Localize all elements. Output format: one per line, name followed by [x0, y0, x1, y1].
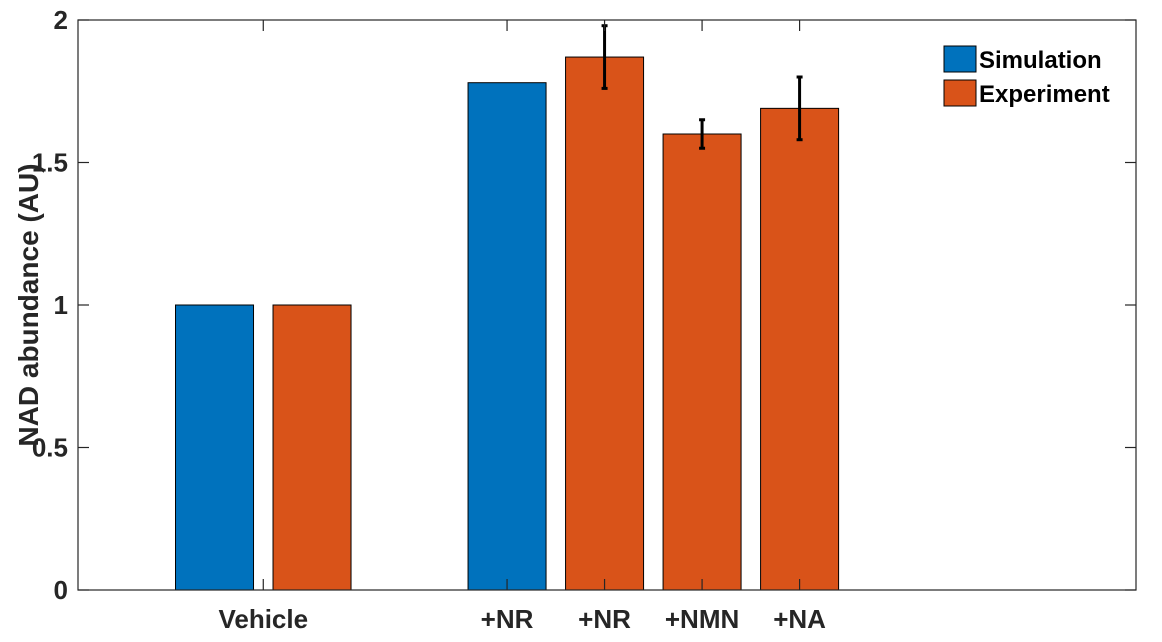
bar-nr-simulation — [467, 82, 547, 591]
bars-layer — [175, 56, 840, 591]
legend-swatch-experiment — [943, 79, 977, 107]
ticks-layer — [78, 19, 1136, 591]
legend-label-simulation: Simulation — [979, 47, 1102, 74]
bar-nmn-experiment — [662, 133, 742, 591]
y-tick-label-1-5: 1.5 — [32, 148, 68, 178]
x-tick-label-vehicle: Vehicle — [218, 604, 308, 634]
error-bars-layer — [601, 24, 803, 150]
y-tick-label-1: 1 — [54, 290, 68, 320]
error-bar-nmn — [699, 118, 706, 150]
y-axis-title: NAD abundance (AU) — [13, 163, 44, 446]
y-tick-label-0-5: 0.5 — [32, 433, 68, 463]
bar-vehicle-experiment — [272, 304, 352, 591]
x-tick-label-nr: +NR — [578, 604, 631, 634]
bar-vehicle-simulation — [175, 304, 255, 591]
legend-swatch-simulation — [943, 45, 977, 73]
bar-nr-experiment — [565, 56, 645, 591]
x-tick-label-nr: +NR — [481, 604, 534, 634]
error-bar-na — [796, 75, 803, 142]
bar-na-experiment — [760, 107, 840, 591]
legend-label-experiment: Experiment — [979, 81, 1110, 108]
y-tick-label-0: 0 — [54, 575, 68, 605]
y-tick-label-2: 2 — [54, 5, 68, 35]
x-tick-label-nmn: +NMN — [665, 604, 739, 634]
x-tick-label-na: +NA — [773, 604, 826, 634]
tick-labels-layer: +NR +NR +NMN +NA Vehicle 0 0.5 1 1.5 2 — [32, 5, 826, 634]
legend: Simulation Experiment — [943, 45, 1110, 108]
